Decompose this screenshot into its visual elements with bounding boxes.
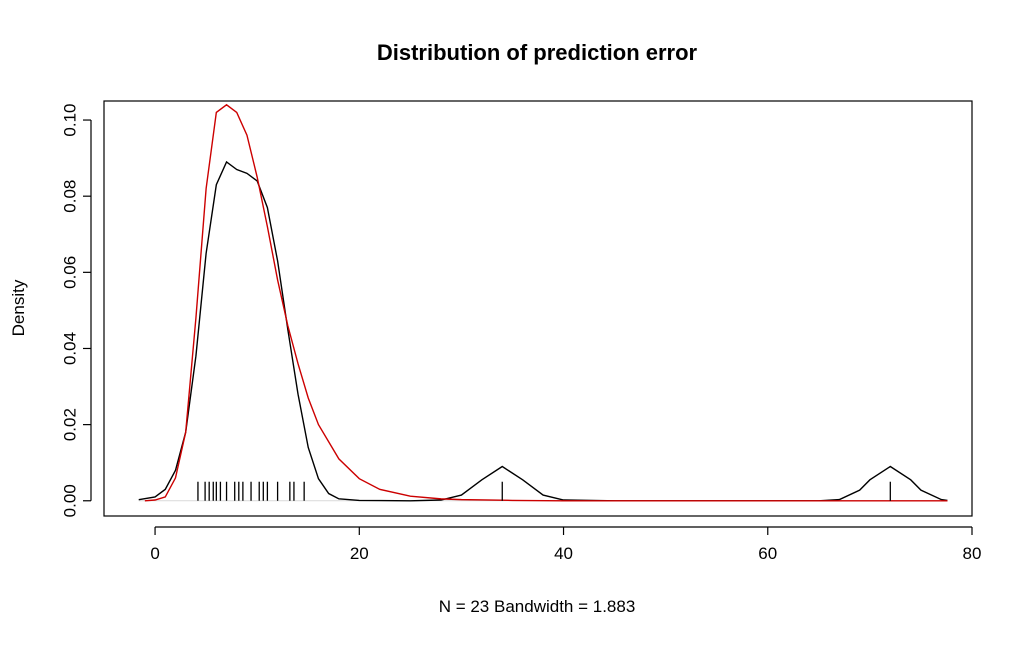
density-line-2 <box>144 103 948 502</box>
chart-title: Distribution of prediction error <box>377 40 698 65</box>
x-tick-label: 80 <box>963 544 982 563</box>
series-layer <box>138 103 948 502</box>
x-tick-label: 0 <box>150 544 159 563</box>
y-tick-label: 0.04 <box>61 332 80 365</box>
y-tick-label: 0.02 <box>61 408 80 441</box>
rug-layer <box>197 481 891 501</box>
y-axis-label: Density <box>9 279 28 336</box>
y-tick-label: 0.08 <box>61 180 80 213</box>
density-line-1 <box>138 160 948 502</box>
plot-frame <box>103 100 973 517</box>
x-tick-label: 20 <box>350 544 369 563</box>
y-tick-label: 0.06 <box>61 256 80 289</box>
y-tick-label: 0.00 <box>61 484 80 517</box>
y-tick-label: 0.10 <box>61 103 80 136</box>
x-axis: 0 20 40 60 80 <box>150 526 982 563</box>
y-axis: 0.00 0.02 0.04 0.06 0.08 0.10 <box>61 103 92 517</box>
x-axis-label: N = 23 Bandwidth = 1.883 <box>439 597 636 616</box>
x-tick-label: 40 <box>554 544 573 563</box>
x-tick-label: 60 <box>758 544 777 563</box>
